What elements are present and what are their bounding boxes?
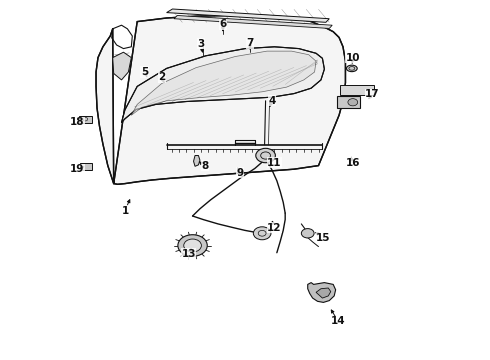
Circle shape: [256, 148, 275, 163]
Ellipse shape: [346, 65, 357, 72]
Polygon shape: [174, 15, 332, 28]
Text: 2: 2: [158, 72, 165, 82]
Text: 9: 9: [237, 168, 244, 178]
Circle shape: [301, 229, 314, 238]
FancyBboxPatch shape: [80, 163, 92, 170]
Text: 6: 6: [220, 19, 226, 30]
Polygon shape: [113, 52, 131, 80]
Text: 11: 11: [267, 158, 282, 168]
FancyBboxPatch shape: [79, 116, 92, 123]
Polygon shape: [308, 283, 336, 302]
Text: 18: 18: [70, 117, 85, 127]
Text: 5: 5: [141, 67, 148, 77]
Polygon shape: [316, 288, 331, 298]
Text: 1: 1: [122, 206, 128, 216]
Polygon shape: [167, 9, 329, 22]
Circle shape: [348, 99, 358, 106]
Text: 8: 8: [201, 161, 208, 171]
Text: 3: 3: [197, 39, 204, 49]
Circle shape: [253, 227, 271, 240]
Text: 7: 7: [246, 38, 254, 48]
Polygon shape: [96, 15, 345, 184]
Text: 13: 13: [181, 249, 196, 259]
FancyBboxPatch shape: [337, 96, 360, 108]
Polygon shape: [194, 156, 200, 166]
Circle shape: [184, 239, 201, 252]
Text: 15: 15: [316, 233, 331, 243]
Text: 19: 19: [70, 164, 85, 174]
Text: 12: 12: [267, 222, 282, 233]
Text: 14: 14: [331, 316, 345, 326]
Text: 16: 16: [345, 158, 360, 168]
Circle shape: [178, 235, 207, 256]
Text: 4: 4: [268, 96, 276, 106]
Polygon shape: [131, 51, 316, 115]
Text: 10: 10: [345, 53, 360, 63]
FancyBboxPatch shape: [340, 85, 374, 95]
Text: 17: 17: [365, 89, 380, 99]
Polygon shape: [122, 47, 324, 122]
